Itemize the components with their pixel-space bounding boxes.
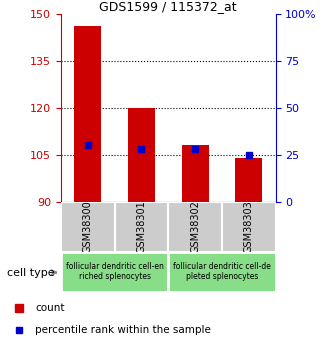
Bar (61, 202, 115, 252)
Title: GDS1599 / 115372_at: GDS1599 / 115372_at (99, 0, 237, 13)
Text: follicular dendritic cell-en
riched splenocytes: follicular dendritic cell-en riched sple… (66, 262, 164, 282)
Bar (128, 108, 155, 202)
Text: follicular dendritic cell-de
pleted splenocytes: follicular dendritic cell-de pleted sple… (173, 262, 271, 282)
Bar (222, 202, 276, 252)
Text: GSM38301: GSM38301 (137, 200, 147, 253)
Text: GSM38303: GSM38303 (244, 200, 254, 253)
Bar (75, 26, 101, 202)
Text: GSM38302: GSM38302 (190, 200, 200, 253)
Bar (182, 146, 209, 202)
Text: count: count (35, 303, 65, 313)
Bar (61, 252, 168, 292)
Bar (115, 202, 168, 252)
Text: percentile rank within the sample: percentile rank within the sample (35, 325, 211, 335)
Text: cell type: cell type (7, 268, 54, 277)
Text: GSM38300: GSM38300 (83, 200, 93, 253)
Bar (168, 202, 222, 252)
Bar (235, 158, 262, 202)
Bar (168, 252, 276, 292)
